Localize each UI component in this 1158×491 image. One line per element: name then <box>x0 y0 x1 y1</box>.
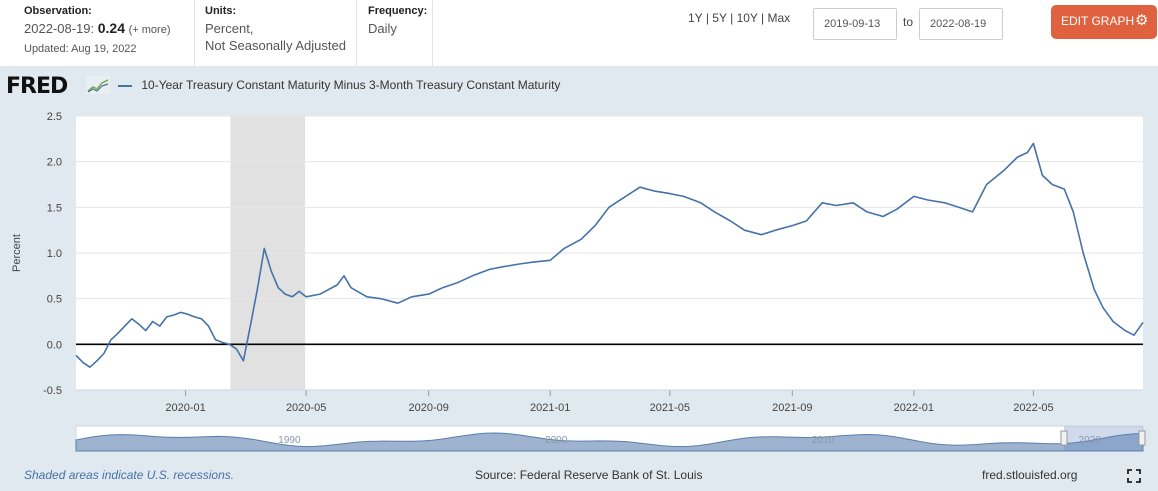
source-text: Source: Federal Reserve Bank of St. Loui… <box>475 468 703 482</box>
x-tick-label: 2020-05 <box>286 402 326 414</box>
range-link-5y[interactable]: 5Y <box>712 11 727 25</box>
fullscreen-icon[interactable] <box>1127 469 1141 483</box>
divider <box>194 0 195 66</box>
x-tick-label: 2021-05 <box>650 402 690 414</box>
legend-swatch <box>118 84 132 87</box>
x-tick-label: 2022-05 <box>1013 402 1053 414</box>
start-date-input[interactable]: 2019-09-13 <box>813 8 897 40</box>
frequency-label: Frequency: <box>368 5 428 17</box>
edit-graph-label: EDIT GRAPH <box>1061 14 1135 28</box>
observation-value: 0.24 <box>97 20 125 36</box>
y-tick-label: 2.0 <box>47 157 62 169</box>
series-line <box>75 142 1144 369</box>
divider <box>432 0 433 66</box>
navigator-label: 2020 <box>1079 435 1102 446</box>
edit-graph-button[interactable]: EDIT GRAPH ⚙ <box>1051 5 1157 39</box>
units-line2: Not Seasonally Adjusted <box>205 38 346 53</box>
to-label: to <box>903 15 914 29</box>
units-line1: Percent, <box>205 21 254 36</box>
range-link-max[interactable]: Max <box>767 11 791 25</box>
y-axis-label: Percent <box>11 234 23 272</box>
recession-note: Shaded areas indicate U.S. recessions. <box>24 468 235 482</box>
frequency-block: Frequency: Daily <box>368 3 427 37</box>
navigator-label: 2000 <box>545 435 568 446</box>
divider <box>356 0 357 66</box>
chart: 2.5 2.0 1.5 1.0 0.5 0.0 -0.5 Percent 2020-01 2020… <box>11 111 1146 452</box>
fred-logo[interactable]: FRED <box>6 74 68 99</box>
site-link[interactable]: fred.stlouisfed.org <box>982 468 1078 482</box>
legend-series-name: 10-Year Treasury Constant Maturity Minus… <box>141 78 561 92</box>
x-tick-label: 2020-01 <box>165 402 205 414</box>
updated-date: Updated: Aug 19, 2022 <box>24 43 137 55</box>
observation-block: Observation: 2022-08-19: 0.24 (+ more) U… <box>24 3 171 58</box>
x-tick-label: 2021-01 <box>530 402 570 414</box>
chart-panel: 2.5 2.0 1.5 1.0 0.5 0.0 -0.5 Percent 2020-01 2020… <box>0 66 1158 491</box>
y-tick-label: -0.5 <box>43 385 62 397</box>
range-separator: | <box>705 11 709 25</box>
y-tick-label: 1.5 <box>47 202 62 214</box>
fred-logo-graph-icon <box>86 76 110 94</box>
x-tick-label: 2020-09 <box>408 402 448 414</box>
navigator-label: 1990 <box>278 435 301 446</box>
y-tick-label: 2.5 <box>47 111 62 123</box>
meta-bar: Observation: 2022-08-19: 0.24 (+ more) U… <box>0 0 1158 66</box>
range-separator: | <box>730 11 734 25</box>
gear-icon: ⚙ <box>1135 12 1149 29</box>
observation-date: 2022-08-19: <box>24 21 95 36</box>
units-label: Units: <box>205 5 237 17</box>
range-links: 1Y | 5Y | 10Y | Max <box>688 11 790 25</box>
end-date-input[interactable]: 2022-08-19 <box>919 8 1003 40</box>
range-link-1y[interactable]: 1Y <box>688 11 703 25</box>
navigator-label: 2010 <box>812 435 835 446</box>
observation-label: Observation: <box>24 5 92 17</box>
observation-value-line: 2022-08-19: 0.24 (+ more) <box>24 20 171 39</box>
legend: 10-Year Treasury Constant Maturity Minus… <box>118 78 560 92</box>
navigator-handle-right <box>1138 430 1146 446</box>
range-link-10y[interactable]: 10Y <box>736 11 758 25</box>
range-separator: | <box>761 11 765 25</box>
frequency-value: Daily <box>368 21 397 36</box>
units-block: Units: Percent, Not Seasonally Adjusted <box>205 3 346 54</box>
y-tick-label: 0.5 <box>47 294 62 306</box>
navigator-handle-left <box>1060 430 1068 446</box>
x-tick-label: 2021-09 <box>772 402 812 414</box>
y-tick-label: 0.0 <box>47 339 62 351</box>
observation-more-link[interactable]: (+ more) <box>128 24 171 36</box>
navigator-series <box>75 432 1144 452</box>
navigator-selection <box>1064 426 1143 451</box>
x-tick-label: 2022-01 <box>894 402 934 414</box>
y-tick-label: 1.0 <box>47 248 62 260</box>
